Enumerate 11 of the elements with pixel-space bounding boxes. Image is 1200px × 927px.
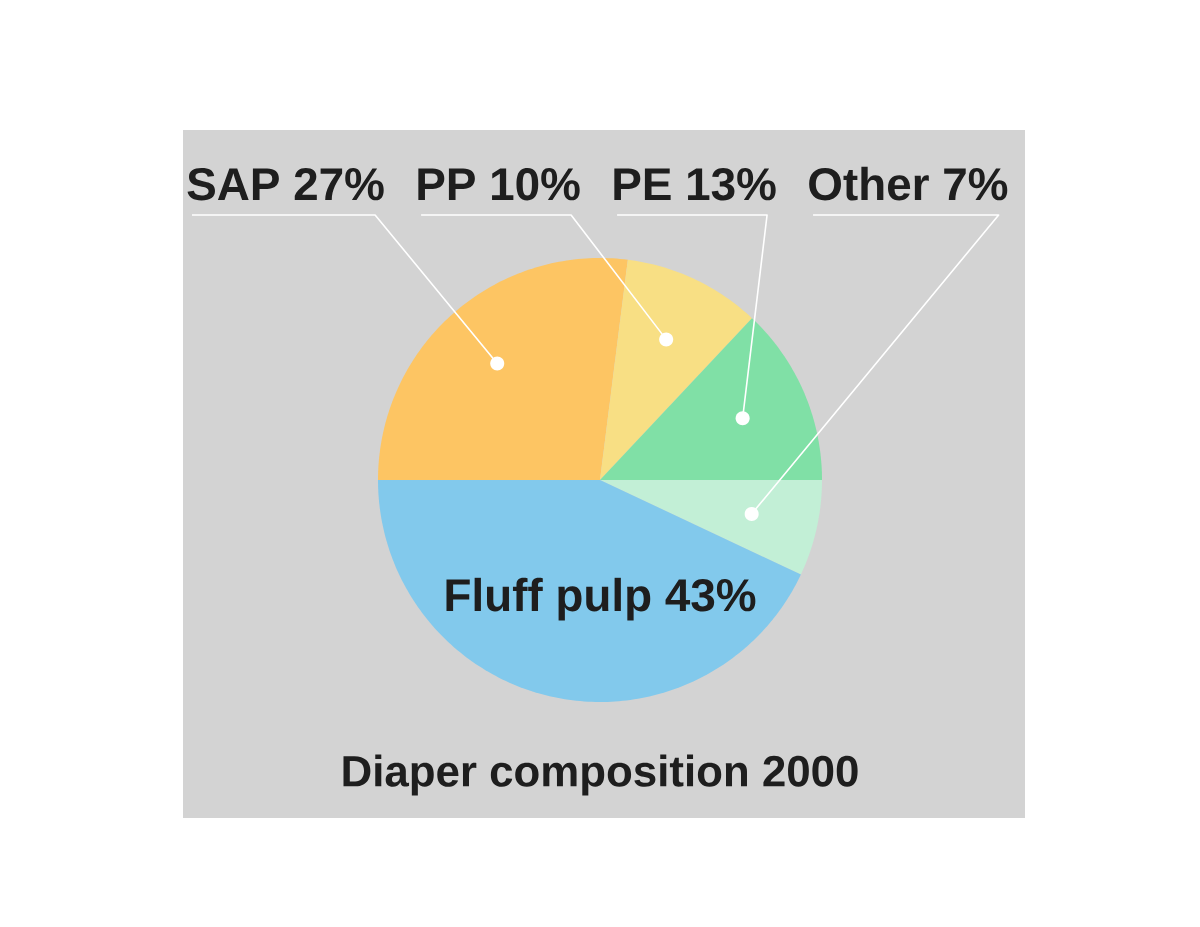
data-label: 27% (294, 167, 384, 201)
data-label: 10% (492, 167, 580, 201)
text: Diaper composition 2000 (343, 754, 858, 796)
data-label: 7% (944, 168, 1008, 201)
slice-label: Fluff pulp (446, 577, 651, 621)
slice-label: PP (418, 168, 475, 200)
slice-label: PE (614, 168, 671, 200)
slice-label: SAP (187, 167, 279, 201)
data-label: 13% (688, 167, 776, 201)
slice-label: Other (809, 166, 929, 201)
data-label: 43% (665, 579, 756, 612)
